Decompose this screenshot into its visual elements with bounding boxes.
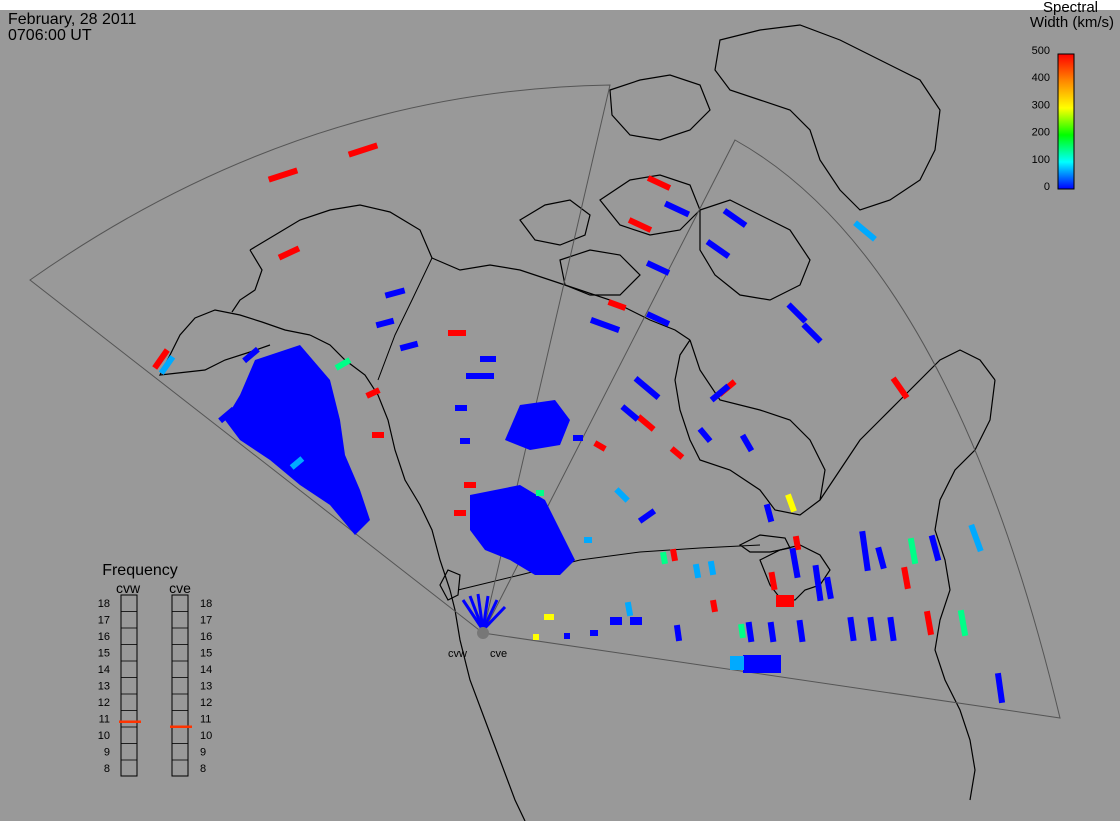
freq-tick-left: 9 <box>104 747 110 759</box>
freq-tick-right: 10 <box>200 730 212 742</box>
colorbar-title-2: Width (km/s) <box>1030 14 1114 31</box>
freq-tick-left: 16 <box>98 631 110 643</box>
colorbar-tick-label: 500 <box>1032 45 1050 57</box>
alaska-coast <box>158 309 311 376</box>
radar-site-marker <box>477 627 489 639</box>
cvw-fov <box>29 84 611 634</box>
freq-label-cvw: cvw <box>116 580 141 596</box>
freq-tick-left: 11 <box>99 714 110 726</box>
cyan-cells <box>158 220 984 670</box>
colorbar-gradient <box>1057 53 1075 190</box>
hudson-bay <box>674 339 826 516</box>
frequency-scale: 18 18 17 17 16 16 15 15 14 14 13 13 12 12 11 11 10 10 9 9 8 8 <box>98 594 212 777</box>
freq-tick-left: 12 <box>98 697 110 709</box>
scatter-patch-bc <box>470 485 575 575</box>
us-canada-border <box>457 544 761 591</box>
pacific-coast <box>449 589 526 821</box>
freq-tick-right: 11 <box>200 714 211 726</box>
colorbar-tick-label: 400 <box>1032 72 1050 84</box>
colorbar-tick-label: 300 <box>1032 99 1050 111</box>
scatter-cells <box>152 142 1006 704</box>
frequency-title: Frequency <box>102 562 178 579</box>
freq-tick-right: 18 <box>200 598 212 610</box>
freq-tick-left: 10 <box>98 730 110 742</box>
near-range-fan <box>461 593 507 632</box>
freq-tick-left: 13 <box>98 681 110 693</box>
freq-tick-right: 8 <box>200 763 206 775</box>
blue-cells <box>218 200 1006 704</box>
freq-tick-left: 18 <box>98 598 110 610</box>
ellesmere <box>609 74 711 141</box>
borders <box>377 257 761 591</box>
freq-tick-left: 8 <box>104 763 110 775</box>
freq-tick-left: 17 <box>98 615 110 627</box>
cve-fov <box>482 139 1061 719</box>
colorbar-title-1: Spectral <box>1043 0 1098 16</box>
arctic-islands-1 <box>519 199 591 246</box>
baffin-island <box>699 199 811 301</box>
fields-of-view <box>29 84 1061 719</box>
freq-tick-right: 14 <box>200 664 212 676</box>
colorbar-ticks: 500 400 300 200 100 0 <box>1032 45 1050 193</box>
site-label-cve: cve <box>490 648 507 660</box>
arctic-islands-3 <box>559 249 641 296</box>
freq-tick-left: 15 <box>98 648 110 660</box>
freq-tick-right: 12 <box>200 697 212 709</box>
greenland <box>714 24 941 211</box>
freq-column-cvw <box>120 594 138 777</box>
east-coast <box>934 379 996 801</box>
green-cells <box>334 357 969 639</box>
lake-superior <box>738 534 791 553</box>
yellow-cells <box>533 493 797 640</box>
site-label-cvw: cvw <box>448 648 467 660</box>
freq-label-cve: cve <box>169 580 191 596</box>
alaska-canada-border <box>377 257 433 381</box>
scatter-patch-central <box>505 400 570 450</box>
frequency-panel: Frequency cvw cve 18 18 17 17 16 16 15 15 14 14 13… <box>98 562 212 777</box>
alaska-north <box>249 204 433 259</box>
time-label: 0706:00 UT <box>8 27 92 44</box>
freq-tick-right: 17 <box>200 615 212 627</box>
colorbar-tick-label: 0 <box>1044 181 1050 193</box>
freq-tick-right: 15 <box>200 648 212 660</box>
freq-tick-right: 9 <box>200 747 206 759</box>
colorbar-tick-label: 100 <box>1032 154 1050 166</box>
freq-tick-right: 16 <box>200 631 212 643</box>
freq-column-cve <box>171 594 189 777</box>
vancouver-island <box>439 569 461 601</box>
freq-tick-right: 13 <box>200 681 212 693</box>
colorbar-tick-label: 200 <box>1032 127 1050 139</box>
date-label: February, 28 2011 <box>8 11 136 28</box>
alaska-west <box>231 249 263 313</box>
scatter-patch-alaska <box>225 345 370 535</box>
freq-tick-left: 14 <box>98 664 110 676</box>
labrador <box>819 349 996 501</box>
bc-coast <box>309 334 451 591</box>
red-cells <box>152 142 935 636</box>
colorbar: Spectral Width (km/s) 500 400 300 200 100 0 <box>1030 0 1114 193</box>
canada-arctic-coast <box>431 257 691 341</box>
